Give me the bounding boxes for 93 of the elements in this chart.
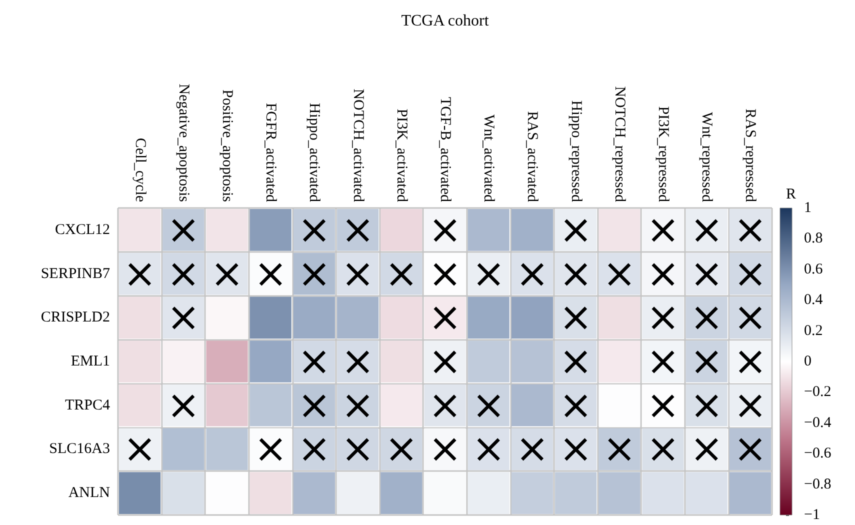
color-bar-label: 0.6: [804, 261, 824, 278]
data-label: ×: [123, 426, 157, 472]
x-tick-label: NOTCH_activated: [350, 88, 366, 202]
data-label: ×: [646, 206, 680, 253]
data-label: ×: [559, 382, 593, 428]
data-label: ×: [515, 250, 549, 297]
x-tick-label: Positive_apoptosis: [219, 89, 235, 202]
data-label: ×: [733, 338, 767, 384]
data-label: ×: [384, 426, 418, 472]
data-label: ×: [297, 426, 331, 472]
x-tick-label: PI3K_repressed: [655, 106, 671, 202]
data-label: ×: [166, 206, 200, 253]
data-label: ×: [690, 294, 724, 341]
x-tick-label: Hippo_activated: [306, 102, 322, 202]
y-tick-label: CRISPLD2: [40, 310, 110, 326]
data-label: ×: [297, 206, 331, 253]
data-label: ×: [428, 426, 462, 472]
color-bar-label: −0.8: [804, 476, 832, 492]
data-label: ×: [166, 294, 200, 341]
color-bar-label: −1: [804, 507, 820, 523]
y-tick-label: ANLN: [68, 485, 110, 502]
y-tick-label: CXCL12: [54, 222, 110, 238]
data-label: ×: [428, 206, 462, 253]
data-label: ×: [690, 426, 724, 472]
data-label: ×: [559, 294, 593, 341]
color-bar-label: 0.4: [804, 292, 824, 308]
data-label: ×: [646, 250, 680, 297]
data-label: ×: [341, 250, 375, 297]
data-label: ×: [733, 426, 767, 472]
data-label: ×: [341, 338, 375, 384]
data-label: ×: [733, 250, 767, 297]
data-label: ×: [254, 426, 288, 472]
data-label: ×: [559, 338, 593, 384]
color-bar-label: 0.2: [804, 322, 823, 339]
data-label: ×: [297, 250, 331, 297]
data-label: ×: [559, 206, 593, 253]
data-label: ×: [602, 426, 636, 472]
x-tick-label: NOTCH_repressed: [611, 86, 628, 202]
y-tick-label: SERPINB7: [40, 266, 110, 282]
chart-title: TCGA cohort: [401, 12, 490, 30]
x-tick-label: Cell_cycle: [132, 138, 148, 202]
data-label: ×: [559, 250, 593, 297]
data-label: ×: [123, 250, 157, 297]
data-label: ×: [472, 382, 506, 428]
data-label: ×: [472, 426, 506, 472]
x-tick-label: PI3K_activated: [393, 108, 410, 202]
x-tick-label: FGFR_activated: [262, 102, 279, 202]
color-bar-label: −0.6: [804, 446, 832, 462]
x-tick-label: Wnt_activated: [480, 114, 497, 202]
data-label: ×: [210, 250, 244, 297]
data-label: ×: [341, 426, 375, 472]
data-label: ×: [733, 294, 767, 341]
color-bar-label: −0.4: [804, 414, 832, 431]
data-label: ×: [646, 426, 680, 472]
data-label: ×: [428, 338, 462, 384]
data-label: ×: [559, 426, 593, 472]
data-label: ×: [646, 382, 680, 428]
y-tick-label: EML1: [70, 354, 110, 370]
data-label: ×: [428, 382, 462, 428]
data-label: ×: [690, 206, 724, 253]
x-tick-label: Hippo_repressed: [568, 100, 584, 202]
data-label: ×: [733, 382, 767, 428]
color-bar-label: −0.2: [804, 384, 832, 400]
data-label: ×: [428, 250, 462, 297]
data-label: ×: [690, 250, 724, 297]
data-label: ×: [690, 338, 724, 384]
data-label: ×: [472, 250, 506, 297]
color-bar-label: 1: [804, 200, 812, 216]
x-tick-label: RAS_activated: [524, 111, 540, 202]
data-label: ×: [166, 250, 200, 297]
data-label: ×: [428, 294, 462, 341]
data-label: ×: [646, 338, 680, 384]
data-label: ×: [297, 382, 331, 428]
x-tick-label: RAS_repressed: [742, 108, 758, 202]
y-tick-label: TRPC4: [64, 397, 110, 414]
data-label: ×: [602, 250, 636, 297]
data-label: ×: [341, 382, 375, 428]
data-label: ×: [254, 250, 288, 297]
data-label: ×: [341, 206, 375, 253]
y-tick-label: SLC16A3: [49, 441, 110, 458]
data-label: ×: [384, 250, 418, 297]
x-tick-label: Wnt_repressed: [698, 112, 715, 202]
color-bar-label: 0: [804, 354, 812, 370]
x-tick-label: Negative_apoptosis: [175, 84, 192, 202]
data-label: ×: [297, 338, 331, 384]
data-label: ×: [733, 206, 767, 253]
x-tick-label: TGF-B_activated: [437, 97, 453, 202]
data-label: ×: [515, 426, 549, 472]
data-label: ×: [690, 382, 724, 428]
color-bar-label: 0.8: [804, 230, 823, 247]
data-label: ×: [166, 382, 200, 428]
data-label: ×: [646, 294, 680, 341]
color-bar-title: R: [786, 186, 796, 202]
